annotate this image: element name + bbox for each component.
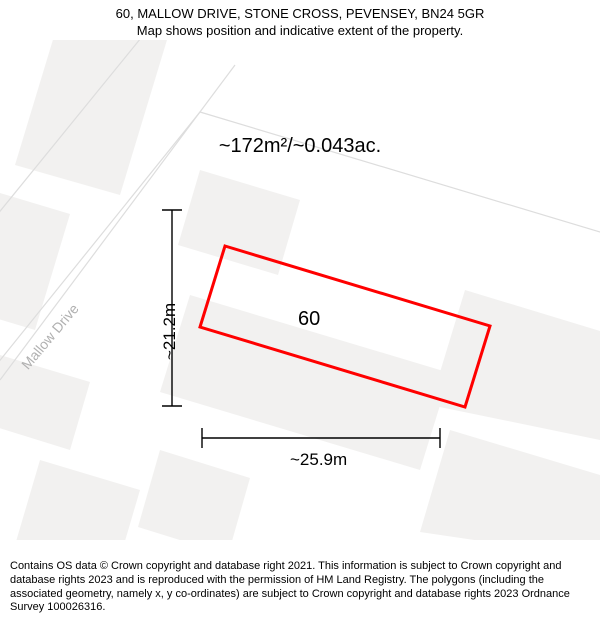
building-shape [178, 170, 300, 275]
page-title: 60, MALLOW DRIVE, STONE CROSS, PEVENSEY,… [10, 6, 590, 21]
building-shape [430, 290, 600, 440]
building-shape [15, 40, 170, 195]
building-shape [0, 340, 90, 450]
building-shape [15, 460, 140, 540]
copyright-footer: Contains OS data © Crown copyright and d… [0, 554, 600, 625]
dimension-width-label: ~25.9m [290, 450, 347, 470]
map-container: ~172m²/~0.043ac. 60 ~25.9m ~21.2m Mallow… [0, 40, 600, 540]
dimension-height-label: ~21.2m [160, 303, 180, 360]
area-label: ~172m²/~0.043ac. [0, 135, 600, 158]
header: 60, MALLOW DRIVE, STONE CROSS, PEVENSEY,… [0, 0, 600, 40]
building-shape [0, 190, 70, 330]
page-subtitle: Map shows position and indicative extent… [10, 23, 590, 38]
page: 60, MALLOW DRIVE, STONE CROSS, PEVENSEY,… [0, 0, 600, 625]
plot-number: 60 [298, 308, 320, 331]
building-shape [138, 450, 250, 540]
building-shape [420, 430, 600, 540]
